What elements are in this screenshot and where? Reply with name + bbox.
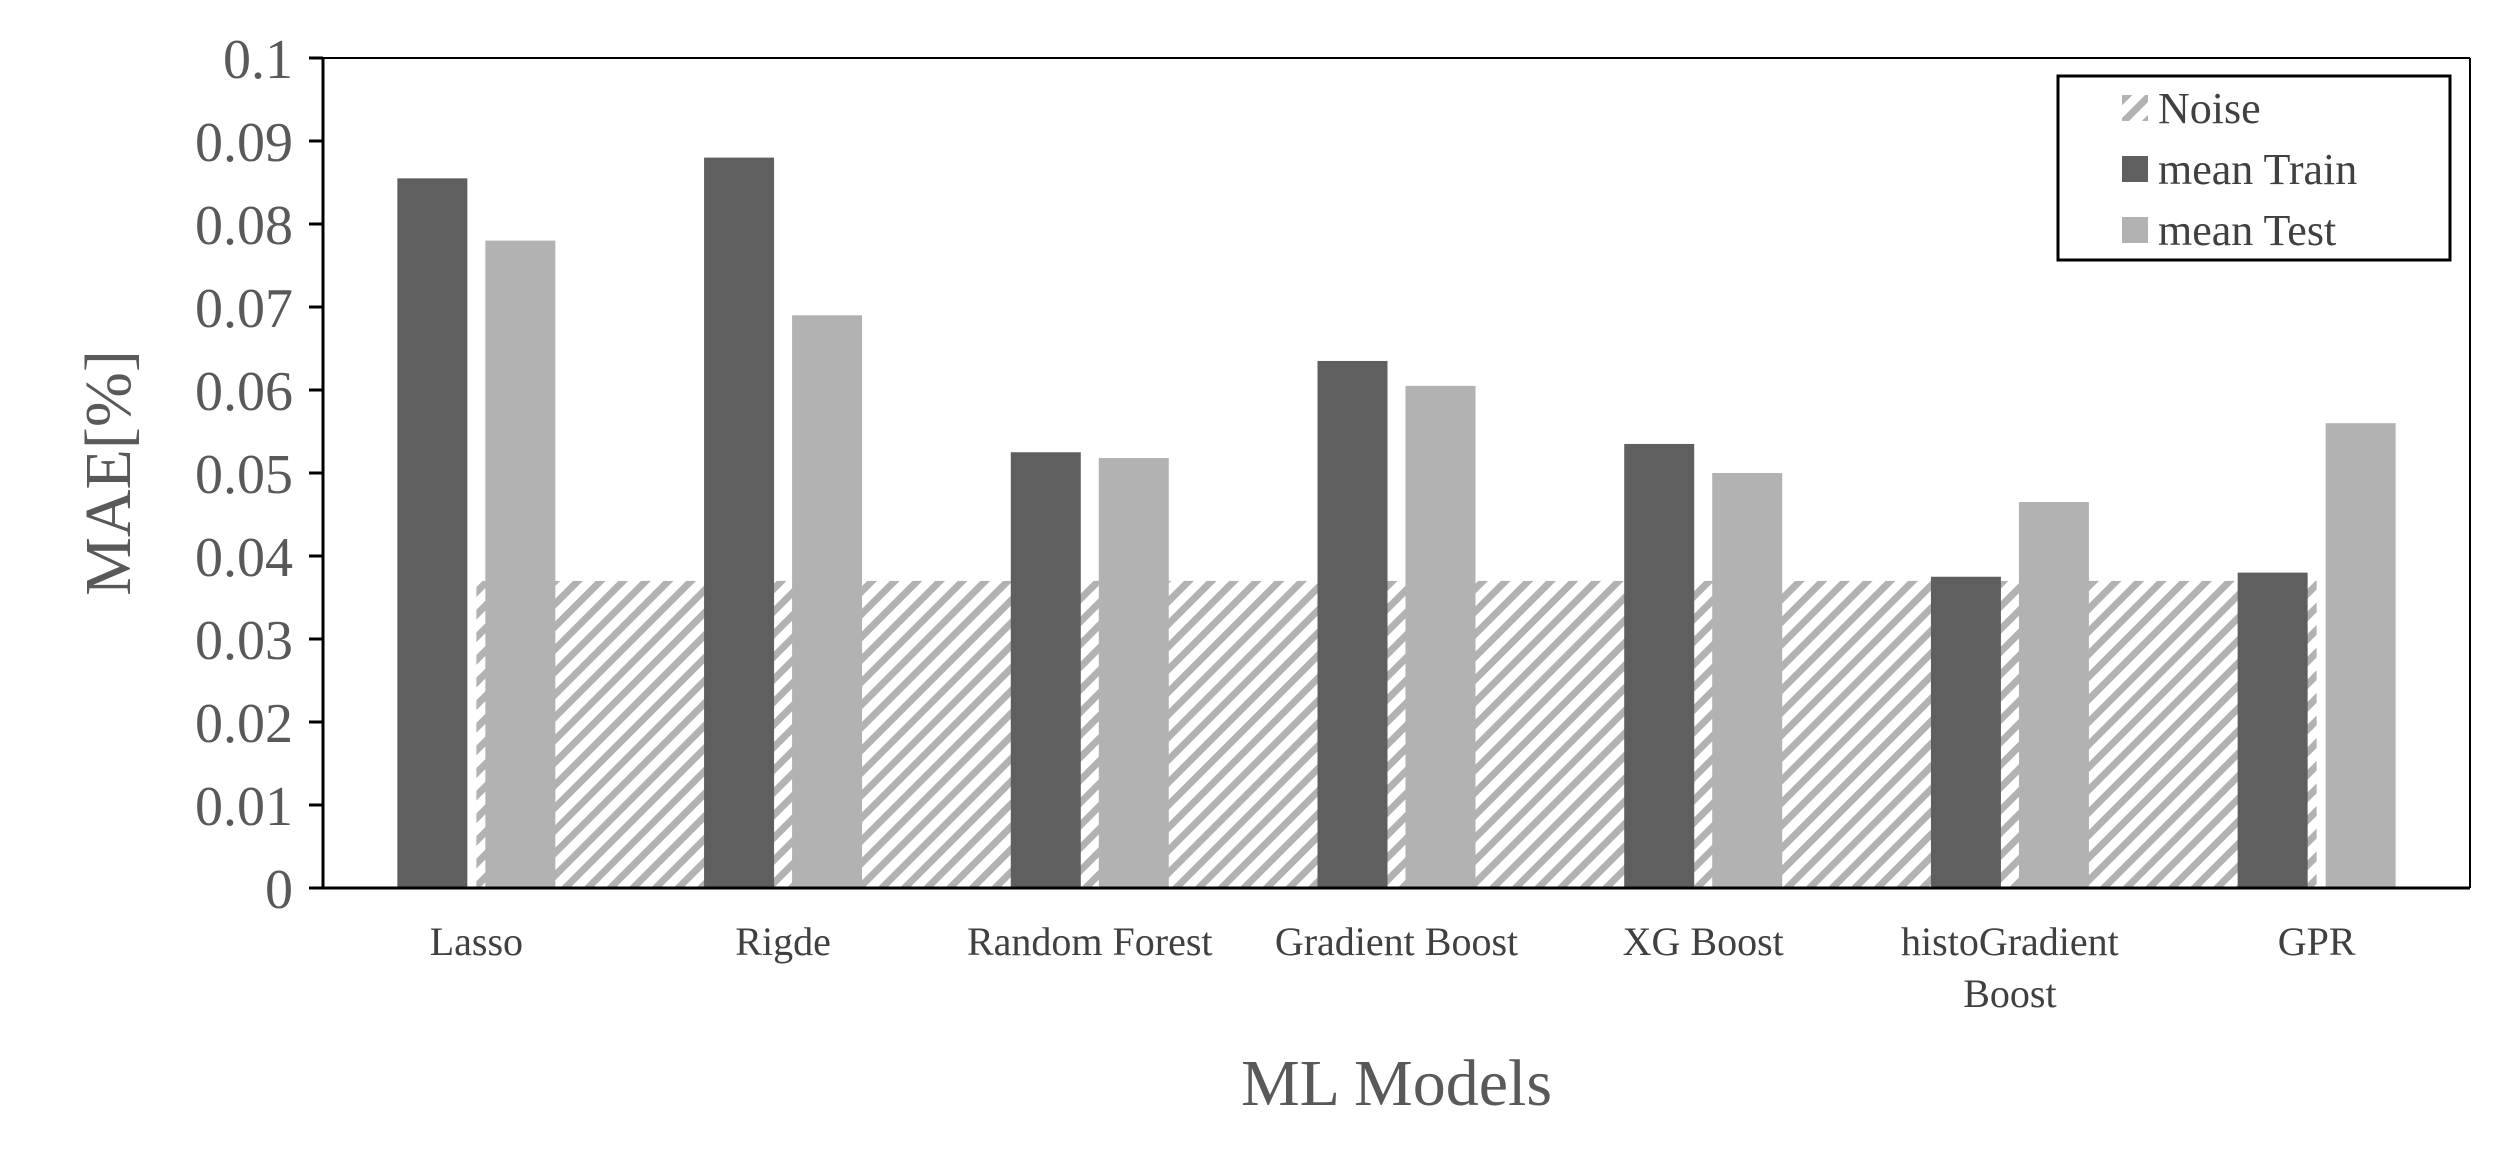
legend-label: mean Test	[2158, 206, 2336, 255]
bar-test-6	[2325, 423, 2396, 888]
noise-area	[476, 580, 2317, 888]
noise-band	[476, 580, 2317, 888]
bar-test-5	[2018, 502, 2089, 888]
y-tick-label: 0.1	[223, 29, 293, 91]
category-label: XG Boost	[1623, 919, 1784, 964]
y-tick-label: 0.02	[195, 693, 293, 755]
category-label: histoGradient Boost	[1901, 919, 2119, 1016]
legend-swatch	[2122, 156, 2148, 182]
legend-label: Noise	[2158, 84, 2261, 133]
legend-label: mean Train	[2158, 145, 2357, 194]
category-label: GPR	[2278, 919, 2356, 964]
x-axis-title: ML Models	[1241, 1047, 1552, 1120]
y-tick-label: 0.05	[195, 444, 293, 506]
y-tick-label: 0.07	[195, 278, 293, 340]
y-tick-label: 0.06	[195, 361, 293, 423]
y-tick-label: 0.01	[195, 776, 293, 838]
category-label: Gradient Boost	[1275, 919, 1518, 964]
y-axis-title: MAE[%]	[72, 350, 145, 596]
bar-train-4	[1624, 443, 1695, 888]
category-label: Lasso	[430, 919, 523, 964]
y-tick-label: 0	[265, 859, 293, 921]
bar-test-3	[1405, 385, 1476, 888]
y-tick-label: 0.08	[195, 195, 293, 257]
legend: Noise mean Train mean Test	[2056, 74, 2452, 262]
legend-swatch	[2122, 217, 2148, 243]
bar-train-2	[1010, 452, 1081, 888]
category-label: Rigde	[735, 919, 831, 964]
x-category-labels: Lasso Rigde Random Forest Gradient Boost XG …	[430, 919, 2356, 1016]
y-tick-label: 0.03	[195, 610, 293, 672]
y-tick-label: 0.09	[195, 112, 293, 174]
bar-train-0	[397, 178, 468, 889]
y-tick-labels: 0 0.01 0.02 0.03 0.04 0.05 0.06 0.07 0.08 0.09 0.1	[195, 29, 323, 921]
bar-test-1	[792, 315, 863, 888]
bar-train-1	[704, 157, 775, 889]
y-tick-label: 0.04	[195, 527, 293, 589]
bar-train-3	[1317, 360, 1388, 888]
bar-train-5	[1930, 576, 2001, 888]
bars	[397, 157, 2396, 889]
category-label: Random Forest	[967, 919, 1213, 964]
bar-test-4	[1712, 473, 1783, 888]
bar-train-6	[2237, 572, 2308, 888]
bar-test-2	[1098, 458, 1169, 888]
bar-test-0	[485, 240, 556, 889]
legend-swatch	[2122, 95, 2148, 121]
